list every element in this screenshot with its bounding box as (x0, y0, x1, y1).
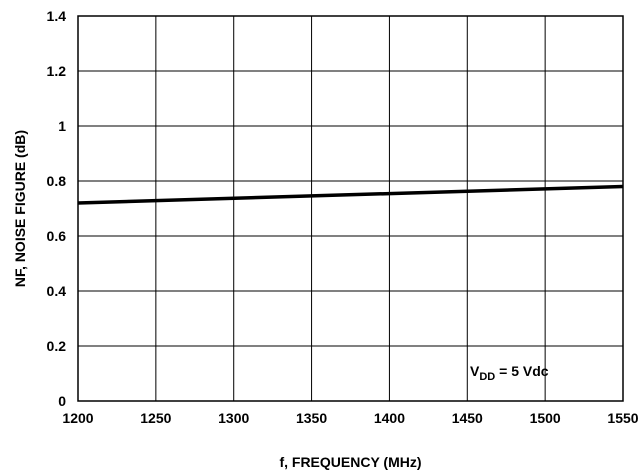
y-tick-label: 1.4 (47, 8, 67, 24)
annotation-base: V (470, 363, 480, 379)
x-tick-labels: 1200 1250 1300 1350 1400 1450 1500 1550 (62, 410, 638, 426)
y-tick-label: 0 (58, 393, 66, 409)
x-tick-label: 1550 (607, 410, 638, 426)
vdd-annotation: VDD = 5 Vdc (470, 363, 549, 383)
y-tick-label: 0.4 (47, 283, 67, 299)
x-tick-label: 1300 (218, 410, 249, 426)
y-tick-label: 1.2 (47, 63, 67, 79)
annotation-rest: = 5 Vdc (495, 363, 549, 379)
noise-figure-line (77, 184, 624, 205)
x-tick-label: 1500 (530, 410, 561, 426)
annotation-subscript: DD (479, 371, 495, 383)
x-tick-label: 1200 (62, 410, 93, 426)
y-tick-label: 0.8 (47, 173, 67, 189)
y-tick-label: 1 (58, 118, 66, 134)
x-tick-label: 1450 (452, 410, 483, 426)
y-tick-labels: 0 0.2 0.4 0.6 0.8 1 1.2 1.4 (47, 8, 67, 409)
series-group (77, 184, 624, 205)
y-axis-title: NF, NOISE FIGURE (dB) (12, 130, 28, 287)
x-axis-title: f, FREQUENCY (MHz) (279, 454, 421, 470)
y-tick-label: 0.2 (47, 338, 67, 354)
y-tick-label: 0.6 (47, 228, 67, 244)
x-tick-label: 1400 (374, 410, 405, 426)
grid (77, 15, 624, 402)
x-tick-label: 1350 (296, 410, 327, 426)
plot-frame (77, 15, 624, 402)
x-tick-label: 1250 (140, 410, 171, 426)
